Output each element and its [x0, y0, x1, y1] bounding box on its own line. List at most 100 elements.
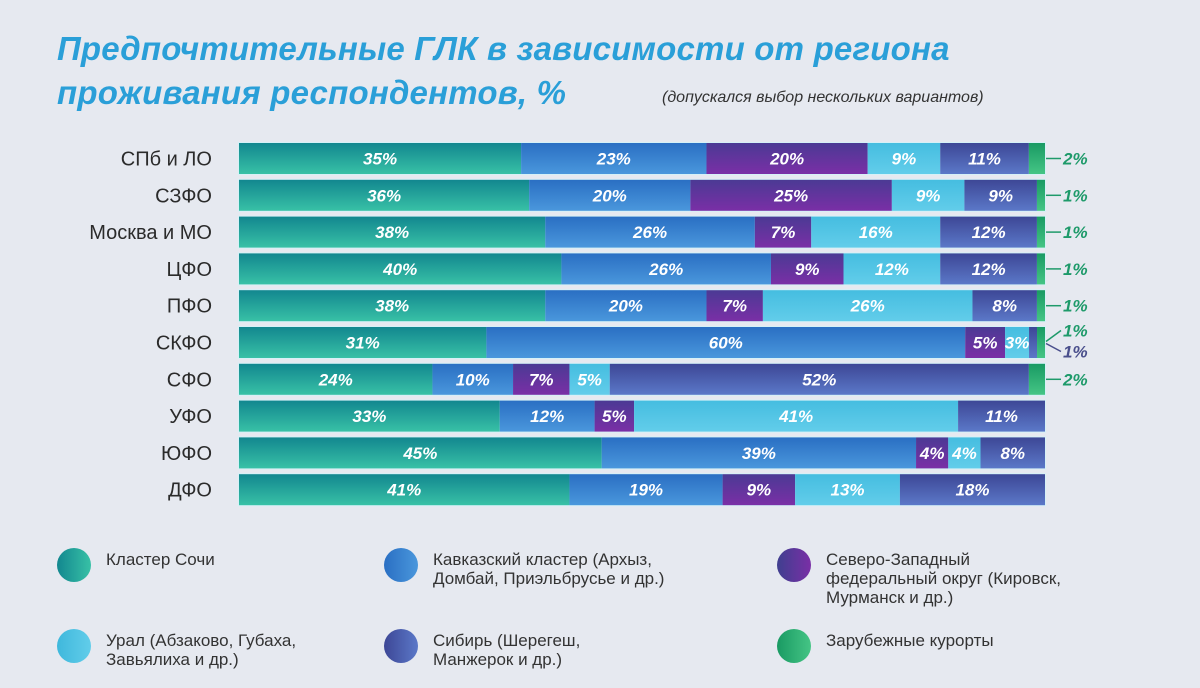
bar-value-label: 12% [972, 260, 1006, 279]
bar-segment [1036, 179, 1045, 211]
bar-value-label: 9% [988, 186, 1013, 205]
bar-value-label: 4% [951, 444, 977, 463]
bar-value-label: 18% [955, 481, 989, 500]
bar-segment [1005, 327, 1030, 358]
outside-value-label: 1% [1063, 186, 1088, 205]
bar-value-label: 10% [456, 370, 490, 389]
legend-label: Кластер Сочи [106, 550, 215, 569]
bar-value-label: 35% [363, 150, 397, 169]
bar-value-label: 39% [742, 444, 776, 463]
category-label: УФО [169, 406, 212, 428]
legend-item-sochi: Кластер Сочи [57, 548, 215, 582]
category-label: ДФО [168, 480, 212, 502]
bar-segment [940, 253, 1037, 285]
bar-value-label: 41% [778, 407, 813, 426]
bar-segment [561, 253, 771, 285]
bar-segment [965, 327, 1006, 358]
bar-value-label: 20% [769, 150, 804, 169]
bar-value-label: 45% [402, 444, 437, 463]
bar-segment [239, 437, 602, 469]
chart-subtitle: (допускался выбор нескольких вариантов) [662, 89, 984, 106]
bar-value-label: 12% [972, 223, 1006, 242]
bar-value-label: 8% [1000, 444, 1025, 463]
bar-value-label: 7% [529, 370, 554, 389]
bar-value-label: 26% [632, 223, 667, 242]
category-label: Москва и МО [89, 222, 212, 244]
bar-segment [545, 290, 707, 322]
bar-segment [545, 216, 755, 248]
bar-value-label: 20% [592, 186, 627, 205]
bar-value-label: 3% [1005, 334, 1030, 353]
bar-segment [529, 179, 691, 211]
bar-segment [601, 437, 917, 469]
bar-segment [722, 474, 796, 506]
category-label: ПФО [167, 296, 212, 318]
legend-label: Сибирь (Шерегеш, Манжерок и др.) [433, 631, 581, 669]
bar-segment [1036, 290, 1045, 322]
category-label: СКФО [156, 333, 212, 355]
outside-value-label: 1% [1063, 322, 1088, 341]
bar-segment [239, 216, 546, 248]
bar-value-label: 5% [577, 370, 602, 389]
bar-segment [958, 400, 1045, 432]
bar-segment [569, 363, 610, 395]
bar-value-label: 13% [831, 481, 865, 500]
category-label: ЦФО [166, 259, 212, 281]
bar-segment [1029, 327, 1038, 358]
bar-segment [499, 400, 595, 432]
bar-value-label: 24% [318, 370, 353, 389]
bar-value-label: 5% [973, 334, 998, 353]
bar-value-label: 12% [530, 407, 564, 426]
bar-segment [899, 474, 1045, 506]
outside-value-label: 2% [1062, 370, 1088, 389]
bar-segment [770, 253, 844, 285]
bar-value-label: 40% [382, 260, 417, 279]
bar-segment [940, 143, 1029, 174]
outside-value-label: 1% [1063, 260, 1088, 279]
chart-title: Предпочтительные ГЛК в зависимости от ре… [57, 27, 950, 115]
bar-segment [762, 290, 973, 322]
bar-segment [867, 143, 941, 174]
bar-value-label: 60% [709, 334, 743, 353]
bar-value-label: 5% [602, 407, 627, 426]
bar-segment [754, 216, 812, 248]
category-label: ЮФО [161, 443, 212, 465]
bar-segment [432, 363, 514, 395]
bar-segment [486, 327, 966, 358]
legend-swatch-icon [777, 548, 811, 582]
legend-label: Зарубежные курорты [826, 631, 994, 650]
bar-value-labels: 35% 23% 20% 9% 11% 36% 20% 25% 9% 9% 38% 26% 7% 16% 12… [318, 150, 1030, 500]
bar-value-label: 36% [367, 186, 401, 205]
outside-value-label: 1% [1063, 297, 1088, 316]
bar-value-label: 11% [985, 407, 1018, 426]
bar-segment [940, 216, 1037, 248]
bar-segment [1028, 143, 1045, 174]
bar-value-label: 33% [352, 407, 386, 426]
legend-swatch-icon [57, 548, 91, 582]
bar-segment [1036, 253, 1045, 285]
bar-segment [891, 179, 965, 211]
bar-value-label: 9% [747, 481, 772, 500]
outside-value-label: 1% [1063, 223, 1088, 242]
bar-segment [972, 290, 1037, 322]
bar-segment [964, 179, 1037, 211]
legend-swatch-icon [57, 629, 91, 663]
bar-value-label: 9% [892, 150, 917, 169]
bar-value-label: 31% [346, 334, 380, 353]
bars [238, 142, 1046, 507]
bar-segment [239, 363, 433, 395]
bar-value-label: 26% [648, 260, 683, 279]
bar-value-label: 12% [875, 260, 909, 279]
bar-segment [569, 474, 723, 506]
leader-line [1045, 329, 1062, 343]
outside-labels: 2% 1% 1% 1% 1% 1% 1% 2% [1045, 150, 1088, 389]
bar-segment [239, 327, 487, 358]
stacked-bar-chart: СПб и ЛО СЗФО Москва и МО ЦФО ПФО СКФО СФО УФО Ю… [89, 142, 1088, 507]
bar-value-label: 20% [608, 297, 643, 316]
bar-segment [690, 179, 892, 211]
bar-value-label: 8% [992, 297, 1017, 316]
bar-value-label: 41% [386, 481, 421, 500]
bar-value-label: 23% [596, 150, 631, 169]
bar-segment [916, 437, 949, 469]
category-labels: СПб и ЛО СЗФО Москва и МО ЦФО ПФО СКФО СФО УФО Ю… [89, 149, 212, 502]
